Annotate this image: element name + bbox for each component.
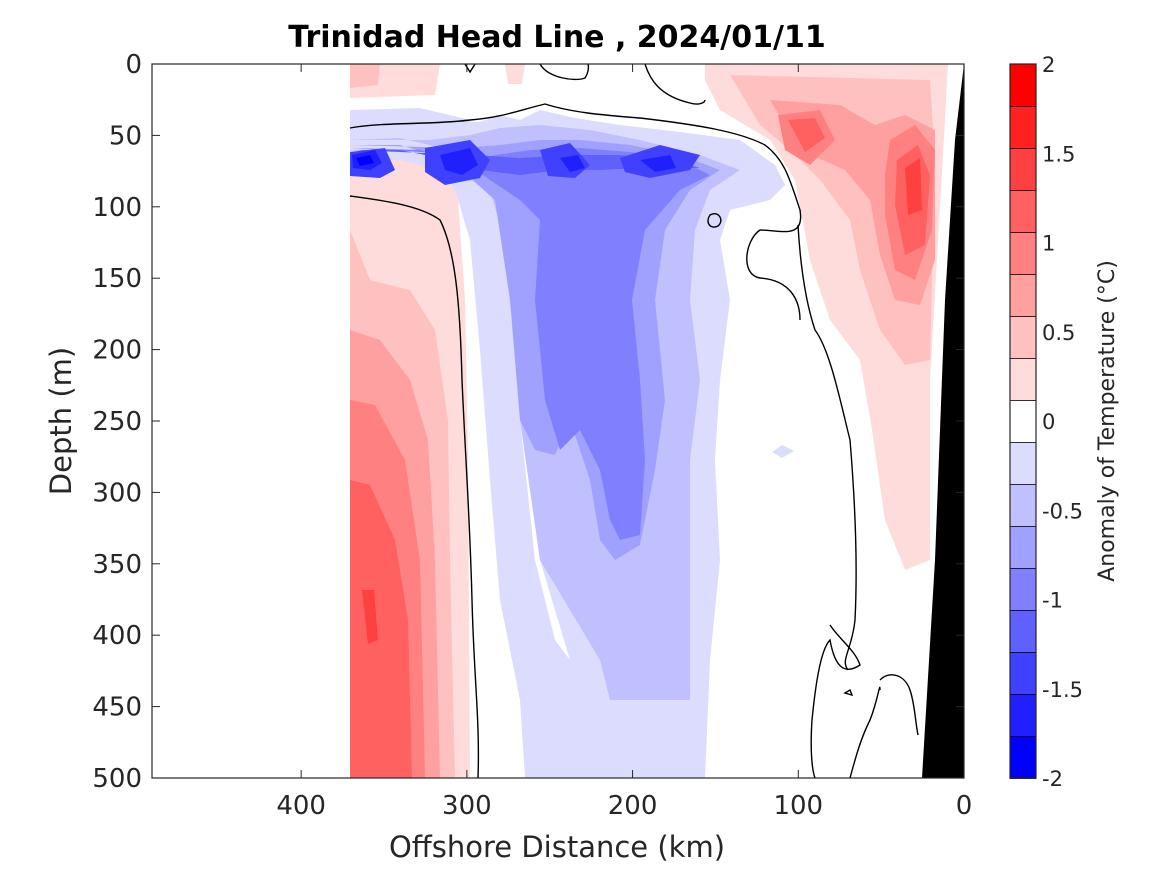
y-tick-label: 350 xyxy=(92,550,142,580)
colorbar-tick-label: 1 xyxy=(1042,232,1055,256)
colorbar-segment xyxy=(1009,567,1037,611)
x-tick-label: 100 xyxy=(773,791,823,821)
nearshore-warm-5 xyxy=(788,118,930,255)
colorbar-tick-label: -1.5 xyxy=(1042,678,1083,702)
y-tick-label: 450 xyxy=(92,693,142,723)
contour-field xyxy=(349,64,964,778)
x-tick-label: 400 xyxy=(276,791,326,821)
colorbar-segment xyxy=(1009,651,1037,695)
x-tick-label: 300 xyxy=(442,791,492,821)
colorbar-segment xyxy=(1009,273,1037,317)
colorbar-segment xyxy=(1009,105,1037,149)
colorbar-segment xyxy=(1009,735,1037,779)
colorbar-tick-label: 0 xyxy=(1042,410,1055,434)
y-tick-label: 500 xyxy=(92,764,142,794)
surface-warm-band-mid xyxy=(505,64,525,84)
y-axis: 0 50 100 150 200 250 300 350 400 450 500 xyxy=(92,50,964,794)
zero-contours xyxy=(349,64,919,778)
colorbar-segment xyxy=(1009,525,1037,569)
colorbar-tick-label: 1.5 xyxy=(1042,142,1075,166)
chart-title: Trinidad Head Line , 2024/01/11 xyxy=(288,20,825,55)
colorbar-frame xyxy=(1009,63,1037,779)
surface-warm-band-2 xyxy=(350,64,380,88)
colorbar-segment xyxy=(1009,147,1037,191)
nearshore-warm-4 xyxy=(778,110,935,280)
colorbar-segment xyxy=(1009,483,1037,527)
y-tick-label: 0 xyxy=(125,50,142,80)
cold-4 xyxy=(350,148,710,540)
y-tick-label: 300 xyxy=(92,478,142,508)
colorbar-segment xyxy=(1009,693,1037,737)
x-tick-label: 200 xyxy=(608,791,658,821)
y-tick-label: 150 xyxy=(92,264,142,294)
x-axis-label: Offshore Distance (km) xyxy=(389,830,725,864)
x-axis: 400 300 200 100 0 xyxy=(276,64,972,821)
cold-blob xyxy=(772,445,794,458)
colorbar-tick-label: 0.5 xyxy=(1042,321,1075,345)
colorbar-segment xyxy=(1009,189,1037,233)
y-tick-label: 400 xyxy=(92,621,142,651)
colorbar-segment xyxy=(1009,315,1037,359)
seafloor-mask xyxy=(922,64,964,778)
colorbar-segment xyxy=(1009,441,1037,485)
y-axis-label: Depth (m) xyxy=(44,347,78,495)
nearshore-warm-6 xyxy=(905,158,922,215)
cold-8 xyxy=(356,155,374,166)
colorbar-tick-label: -1 xyxy=(1042,589,1063,613)
warm-core-6 xyxy=(362,590,378,644)
cold-6 xyxy=(350,140,700,185)
x-tick-label: 0 xyxy=(956,791,973,821)
colorbar-segment xyxy=(1009,63,1037,107)
y-tick-label: 200 xyxy=(92,336,142,366)
colorbar-segment xyxy=(1009,357,1037,401)
colorbar-label: Anomaly of Temperature (°C) xyxy=(1095,260,1120,582)
colorbar-segment xyxy=(1009,231,1037,275)
y-tick-label: 250 xyxy=(92,407,142,437)
colorbar-segment xyxy=(1009,399,1037,443)
colorbar-tick-label: 2 xyxy=(1042,53,1055,77)
y-tick-label: 100 xyxy=(92,193,142,223)
colorbar-tick-label: -0.5 xyxy=(1042,499,1083,523)
colorbar-segment xyxy=(1009,609,1037,653)
y-tick-label: 50 xyxy=(109,121,142,151)
warm-core-5 xyxy=(350,480,412,778)
colorbar-tick-label: -2 xyxy=(1042,767,1063,791)
colorbar: 2 1.5 1 0.5 0 -0.5 -1 -1.5 -2 xyxy=(1009,53,1083,791)
